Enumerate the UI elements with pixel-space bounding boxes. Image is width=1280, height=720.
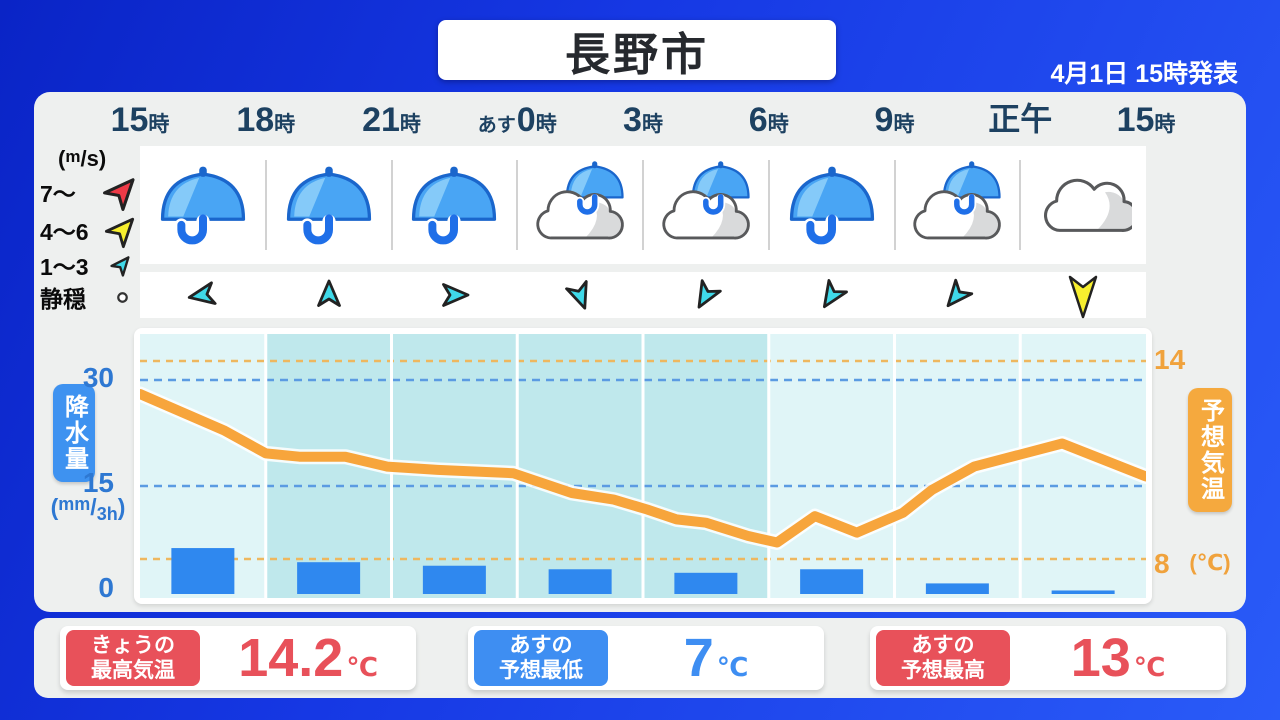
wind-speed-legend: (m/s) 7～ 4～6 1～3 静穏	[34, 140, 144, 318]
weather-cell	[266, 146, 393, 264]
wind-cell	[895, 272, 1021, 318]
wind-arrow-icon	[1068, 275, 1098, 319]
wind-arrow-icon	[442, 283, 470, 307]
wind-cell	[140, 272, 266, 318]
precip-tick-15: 15	[82, 467, 114, 498]
wind-cell	[517, 272, 643, 318]
precip-tick-0: 0	[98, 572, 114, 603]
wind-legend-item: 1～3	[40, 246, 144, 284]
summary-card-label: あすの 予想最高	[876, 630, 1010, 686]
summary-card-value: 7 ℃	[683, 628, 749, 688]
legend-arrow-strong-icon	[103, 178, 135, 211]
legend-arrow-medium-icon	[104, 217, 134, 248]
time-label: あす 0 時	[477, 101, 557, 139]
temp-axis-unit: (℃)	[1189, 550, 1231, 575]
weather-cell	[643, 146, 770, 264]
weather-icon-strip	[140, 146, 1146, 264]
wind-legend-item: 7～	[40, 173, 144, 211]
wind-legend-label: 7～	[40, 181, 76, 207]
wind-arrow-icon	[187, 281, 217, 305]
rain-icon	[412, 166, 497, 247]
wind-direction-strip	[140, 272, 1146, 319]
temp-line	[140, 389, 1146, 548]
announcement-time: 4月1日 15時発表	[1050, 60, 1238, 88]
summary-card: あすの 予想最高 13 ℃	[870, 626, 1226, 690]
precip-tick-30: 30	[82, 362, 114, 393]
time-label: 15 時	[1116, 101, 1176, 139]
chart-card	[134, 328, 1152, 604]
cloudy-icon	[1044, 178, 1133, 232]
wind-legend-item: 4～6	[40, 211, 144, 249]
wind-cell	[266, 272, 392, 318]
wind-legend-item: 静穏	[40, 278, 144, 316]
rain-icon	[286, 166, 371, 247]
precip-bars	[171, 548, 1115, 594]
wind-arrow-icon	[946, 278, 974, 308]
summary-card-label: あすの 予想最低	[474, 630, 608, 686]
temp-axis-label-box: 予想気温	[1188, 388, 1232, 512]
weather-cell	[392, 146, 518, 264]
time-label: 15 時	[110, 101, 170, 139]
time-row: 15 時 18 時 21 時 あす 0 時 3 時 6 時 9 時 正午 15 時	[34, 96, 1246, 142]
weather-cell	[517, 146, 644, 264]
wind-arrow-icon	[316, 279, 341, 307]
rain-icon	[789, 166, 874, 247]
weather-cell	[895, 146, 1021, 264]
wind-arrow-icon	[697, 279, 722, 309]
time-label: 18 時	[236, 101, 296, 139]
wind-legend-label: 4～6	[40, 219, 89, 245]
temp-tick-8: 8	[1154, 548, 1170, 579]
wind-cell	[643, 272, 769, 318]
calm-circle-icon	[116, 291, 128, 303]
precip-bar	[674, 572, 738, 594]
summary-card: きょうの 最高気温 14.2 ℃	[60, 626, 416, 690]
precip-bar	[171, 548, 235, 594]
wind-cell	[1020, 272, 1146, 319]
precip-temp-chart	[140, 334, 1146, 598]
wind-cell	[392, 272, 518, 318]
wind-speed-unit: (m/s)	[58, 146, 107, 171]
weather-cell	[769, 146, 896, 264]
precip-axis-title: 降水量	[60, 394, 88, 472]
precip-axis-unit: (mm/3h)	[50, 494, 126, 524]
weather-cell	[1020, 146, 1146, 264]
rain-cloud-icon	[913, 161, 1002, 240]
precip-bar	[548, 569, 612, 594]
temp-axis-title: 予想気温	[1196, 398, 1224, 502]
summary-card-value: 13 ℃	[1070, 628, 1166, 688]
summary-card-label: きょうの 最高気温	[66, 630, 200, 686]
time-label: 21 時	[362, 101, 421, 139]
wind-legend-label: 1～3	[40, 254, 89, 280]
precip-bar	[925, 583, 989, 594]
weather-cell	[140, 146, 267, 264]
wind-arrow-icon	[565, 280, 588, 310]
precip-bar	[422, 565, 486, 594]
summary-card: あすの 予想最低 7 ℃	[468, 626, 824, 690]
precip-bar	[297, 562, 361, 594]
city-title: 長野市	[564, 28, 709, 80]
precip-bar	[800, 569, 864, 594]
city-title-box: 長野市	[438, 20, 836, 80]
wind-cell	[769, 272, 895, 318]
summary-card-value: 14.2 ℃	[238, 628, 378, 688]
precip-axis-label-box: 降水量	[53, 384, 95, 482]
temp-tick-14: 14	[1154, 344, 1186, 375]
rain-icon	[160, 166, 245, 247]
rain-cloud-icon	[662, 161, 750, 240]
time-label: 正午	[988, 101, 1053, 137]
legend-arrow-light-icon	[110, 256, 130, 277]
wind-legend-label: 静穏	[40, 286, 86, 312]
rain-cloud-icon	[536, 161, 624, 240]
precip-bar	[1051, 590, 1115, 594]
wind-arrow-icon	[822, 279, 848, 309]
